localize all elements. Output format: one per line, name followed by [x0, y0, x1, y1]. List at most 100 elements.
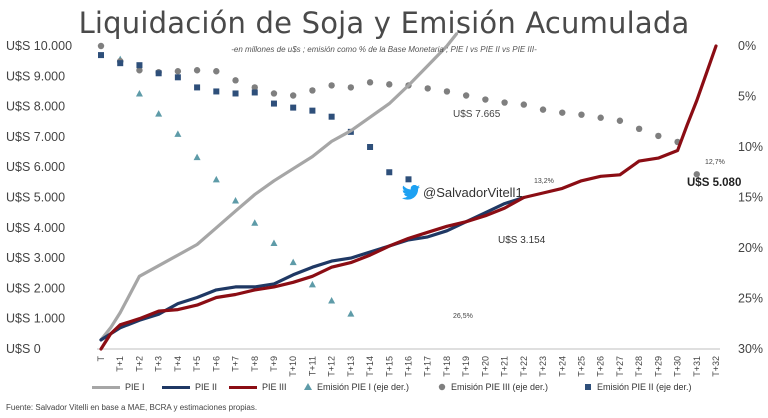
emision-pie3-point: [366, 79, 374, 86]
emision-pie3-point: [386, 81, 393, 88]
x-axis-tick-label: T+7: [231, 356, 241, 372]
emision-pie3-point: [232, 77, 239, 84]
left-axis-tick-label: U$S 3.000: [6, 251, 65, 265]
legend-swatch-pie1: [92, 385, 120, 389]
emision-pie2-point: [232, 90, 239, 97]
right-axis-ticks: 0% 5% 10% 15% 20% 25% 30%: [738, 39, 763, 356]
legend-square-icon: [585, 384, 591, 390]
x-axis-tick-label: T+14: [365, 356, 375, 377]
legend-label: PIE I: [125, 382, 145, 392]
emision-pie2-point: [270, 100, 277, 107]
series-line-pie-i: [99, 32, 459, 342]
emision-pie3-point: [693, 171, 700, 178]
x-axis-tick-label: T+12: [327, 356, 337, 377]
x-axis-tick-label: T+9: [269, 356, 279, 372]
legend-triangle-icon: [304, 383, 312, 390]
emision-pie3-point: [193, 67, 201, 74]
twitter-handle: @SalvadorVitell1: [402, 185, 523, 200]
emision-pie3-point: [270, 90, 278, 97]
x-axis-tick-label: T+28: [634, 356, 644, 377]
emision-pie3-point: [347, 84, 355, 91]
emision-pie2-point: [309, 107, 316, 114]
emision-pie1-point: [212, 175, 220, 183]
x-axis-tick-label: T+19: [461, 356, 471, 377]
em3-end-label: 12,7%: [705, 159, 725, 166]
emision-pie3-point: [97, 42, 105, 50]
emision-pie1-point: [174, 130, 182, 137]
x-axis-tick-label: T+8: [250, 356, 260, 372]
legend-item-em3: Emisión PIE III (eje der.): [438, 382, 548, 392]
emision-pie2-point: [251, 89, 258, 96]
emision-pie2-point: [136, 62, 143, 69]
emision-pie3-point: [578, 111, 585, 118]
x-axis-tick-label: T+10: [288, 356, 298, 377]
emision-pie3-point: [559, 109, 566, 116]
left-axis-tick-label: U$S 9.000: [6, 69, 65, 83]
legend-label: PIE III: [262, 382, 287, 392]
emision-pie3-point: [482, 96, 489, 103]
legend-item-pie1: PIE I: [92, 382, 145, 392]
pie1-end-label: U$S 7.665: [453, 109, 501, 120]
emision-pie1-point: [308, 280, 316, 288]
legend-label: PIE II: [195, 382, 218, 392]
emision-pie2-point: [405, 176, 412, 183]
pie2-end-label: U$S 3.154: [498, 235, 546, 246]
x-axis-tick-label: T+21: [500, 356, 510, 377]
x-axis-tick-label: T+18: [442, 356, 452, 377]
pie3-end-label: U$S 5.080: [687, 177, 741, 189]
x-axis-tick-label: T+31: [692, 356, 702, 377]
legend-swatch-pie2: [162, 385, 190, 389]
emision-pie3-point: [539, 106, 547, 113]
chart-subtitle: -en millones de u$s ; emisión como % de …: [231, 45, 537, 54]
legend-label: Emisión PIE II (eje der.): [597, 382, 692, 392]
emision-pie3-point: [328, 82, 335, 89]
x-axis-tick-label: T+13: [346, 356, 356, 377]
emision-pie2-point: [155, 70, 162, 77]
emision-pie3-point: [309, 87, 316, 94]
legend-label: Emisión PIE III (eje der.): [451, 382, 549, 392]
left-axis-tick-label: U$S 4.000: [6, 221, 65, 235]
x-axis-tick-label: T+17: [423, 356, 433, 377]
x-axis-tick-label: T+29: [653, 356, 663, 377]
emision-pie3-point: [174, 68, 182, 75]
right-axis-tick-label: 5%: [738, 90, 756, 104]
source-note: Fuente: Salvador Vitelli en base a MAE, …: [6, 403, 258, 412]
legend: PIE I PIE II PIE III Emisión PIE I (eje …: [92, 382, 732, 396]
emision-pie2-point: [174, 74, 181, 81]
emision-pie3-point: [213, 68, 220, 75]
left-axis-ticks: U$S 0 U$S 1.000 U$S 2.000 U$S 3.000 U$S 4.00…: [6, 39, 72, 356]
x-axis-tick-label: T+26: [596, 356, 606, 377]
emision-pie1-point: [289, 258, 297, 266]
emision-pie1-point: [135, 89, 143, 97]
x-axis-ticks: T T+1 T+2 T+3 T+4 T+5 T+6 T+7 T+8 T+9 T+10 T+11 T+12…: [96, 356, 721, 377]
x-axis-tick-label: T+27: [615, 356, 625, 377]
data-labels: U$S 7.665 U$S 3.154 U$S 5.080 26,5% 12,7% 13,…: [453, 109, 741, 320]
emision-pie1-point: [347, 310, 355, 317]
x-axis-tick-label: T+15: [384, 356, 394, 377]
emision-pie1-point: [270, 239, 278, 246]
twitter-bird-icon: [402, 185, 420, 200]
x-axis-tick-label: T+25: [576, 356, 586, 377]
emision-pie3-point: [635, 125, 643, 133]
emision-pie1-point: [193, 153, 201, 161]
x-axis-tick-label: T+16: [404, 356, 414, 377]
left-axis-tick-label: U$S 8.000: [6, 100, 65, 114]
emision-pie3-point: [520, 101, 528, 108]
emision-pie2-point: [386, 169, 393, 176]
legend-label: Emisión PIE I (eje der.): [317, 382, 410, 392]
legend-circle-icon: [438, 383, 446, 391]
left-axis-tick-label: U$S 10.000: [6, 39, 72, 53]
emision-pie3-point: [424, 85, 431, 92]
left-axis-tick-label: U$S 6.000: [6, 160, 65, 174]
twitter-handle-text: @SalvadorVitell1: [423, 185, 523, 200]
x-axis-tick-label: T+32: [711, 356, 721, 377]
right-axis-tick-label: 30%: [738, 342, 763, 356]
right-axis-tick-label: 0%: [738, 39, 756, 53]
left-axis-tick-label: U$S 1.000: [6, 312, 65, 326]
x-axis-tick-label: T+2: [134, 356, 144, 372]
emision-pie2-point: [194, 84, 201, 91]
x-axis-tick-label: T+11: [307, 356, 317, 376]
emision-pie1-point: [155, 110, 163, 117]
emision-pie2-point: [213, 88, 220, 95]
